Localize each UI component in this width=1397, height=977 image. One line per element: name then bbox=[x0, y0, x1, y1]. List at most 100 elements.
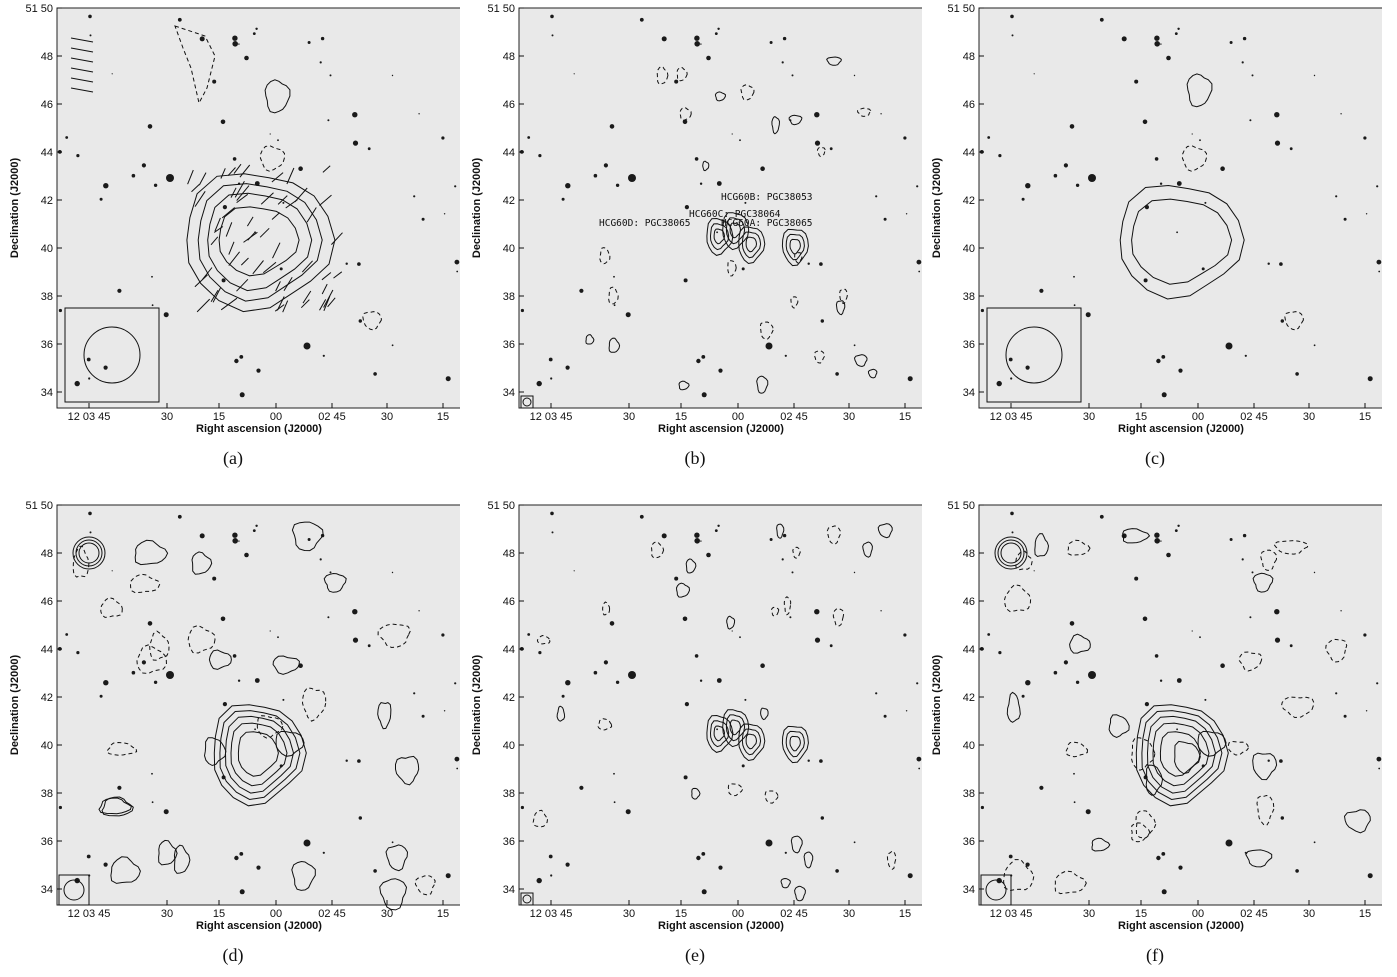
star bbox=[177, 514, 182, 519]
star bbox=[996, 380, 1002, 387]
star bbox=[1160, 43, 1162, 45]
radio-contour bbox=[1186, 73, 1213, 108]
radio-contour bbox=[602, 601, 611, 616]
radio-contour bbox=[650, 541, 665, 559]
star bbox=[835, 869, 839, 873]
star bbox=[781, 61, 784, 64]
polarization-vector bbox=[294, 187, 308, 203]
star bbox=[1121, 36, 1127, 42]
radio-contour bbox=[1280, 696, 1315, 719]
star bbox=[239, 392, 245, 398]
polarization-vector bbox=[70, 77, 94, 83]
star bbox=[89, 34, 92, 37]
radio-contour bbox=[323, 572, 347, 593]
radio-contour bbox=[1252, 752, 1278, 781]
star bbox=[1010, 511, 1014, 516]
star bbox=[1229, 41, 1233, 44]
y-tick-label: 46 bbox=[503, 99, 515, 111]
star bbox=[717, 524, 720, 527]
star bbox=[683, 775, 688, 780]
polarization-vector bbox=[276, 296, 285, 311]
bright-star bbox=[303, 839, 311, 847]
star bbox=[256, 865, 261, 870]
star bbox=[694, 532, 700, 538]
star bbox=[244, 55, 249, 61]
star bbox=[905, 710, 908, 712]
radio-contour bbox=[275, 730, 305, 757]
y-tick-label: 34 bbox=[41, 387, 53, 399]
y-tick-label: 34 bbox=[963, 884, 975, 896]
star bbox=[548, 854, 553, 859]
star bbox=[454, 682, 457, 685]
y-tick-label: 38 bbox=[963, 291, 975, 303]
star bbox=[1075, 680, 1080, 684]
star bbox=[1289, 147, 1293, 151]
star bbox=[744, 698, 747, 701]
star bbox=[1154, 41, 1160, 47]
star bbox=[141, 163, 146, 168]
star bbox=[1073, 801, 1076, 804]
star bbox=[1075, 183, 1080, 187]
star bbox=[613, 801, 616, 804]
star bbox=[536, 877, 542, 884]
star bbox=[603, 163, 608, 168]
polarization-vector bbox=[230, 187, 237, 198]
star bbox=[88, 511, 92, 516]
radio-contour bbox=[1065, 741, 1089, 758]
star bbox=[791, 74, 794, 77]
x-tick-label: 15 bbox=[899, 411, 911, 423]
polarization-vector bbox=[327, 297, 336, 308]
polarization-vector bbox=[228, 251, 240, 266]
radio-contour bbox=[745, 236, 758, 253]
y-tick-label: 36 bbox=[503, 836, 515, 848]
star bbox=[875, 195, 878, 198]
x-tick-label: 15 bbox=[1135, 908, 1147, 920]
star bbox=[1174, 32, 1178, 35]
y-tick-label: 36 bbox=[41, 836, 53, 848]
x-tick-label: 30 bbox=[623, 411, 635, 423]
radio-contour bbox=[997, 539, 1025, 567]
star bbox=[1204, 201, 1207, 204]
y-tick-label: 46 bbox=[503, 596, 515, 608]
beam-box bbox=[520, 892, 534, 906]
bright-star bbox=[765, 342, 773, 350]
y-tick-label: 38 bbox=[503, 291, 515, 303]
y-tick-label: 48 bbox=[41, 51, 53, 63]
star bbox=[609, 124, 615, 129]
radio-contour bbox=[789, 735, 801, 752]
star bbox=[613, 275, 615, 278]
y-tick-label: 38 bbox=[41, 788, 53, 800]
star bbox=[131, 670, 136, 675]
radio-contour bbox=[1006, 691, 1021, 723]
star bbox=[883, 714, 887, 718]
star bbox=[694, 538, 700, 544]
star bbox=[701, 355, 706, 359]
beam-box bbox=[64, 307, 160, 403]
panel-b: HCG60B: PGC38053 HCG60C: PGC38064 HCG60D: … bbox=[462, 0, 922, 480]
beam-ellipse bbox=[985, 879, 1007, 901]
galaxy-label: HCG60D: PGC38065 bbox=[599, 218, 691, 229]
polarization-vector bbox=[252, 260, 264, 275]
star bbox=[1220, 663, 1225, 668]
star bbox=[916, 682, 919, 685]
star bbox=[391, 74, 394, 77]
x-tick-label: 15 bbox=[1135, 411, 1147, 423]
radio-contour bbox=[835, 300, 846, 316]
radio-contour bbox=[685, 558, 697, 574]
polarization-vector bbox=[236, 193, 248, 204]
star bbox=[153, 680, 158, 684]
star bbox=[413, 692, 416, 695]
star bbox=[1376, 185, 1379, 188]
star bbox=[1343, 217, 1347, 221]
star bbox=[256, 368, 261, 373]
y-tick-label: 51 50 bbox=[25, 500, 53, 512]
star bbox=[550, 377, 553, 380]
beam-ellipse bbox=[522, 397, 532, 407]
star bbox=[1279, 759, 1283, 763]
star bbox=[345, 262, 348, 265]
radio-contour bbox=[134, 539, 169, 566]
radio-contour bbox=[706, 217, 734, 256]
radio-contour bbox=[213, 704, 307, 807]
star bbox=[1176, 678, 1182, 683]
y-tick-label: 48 bbox=[963, 548, 975, 560]
